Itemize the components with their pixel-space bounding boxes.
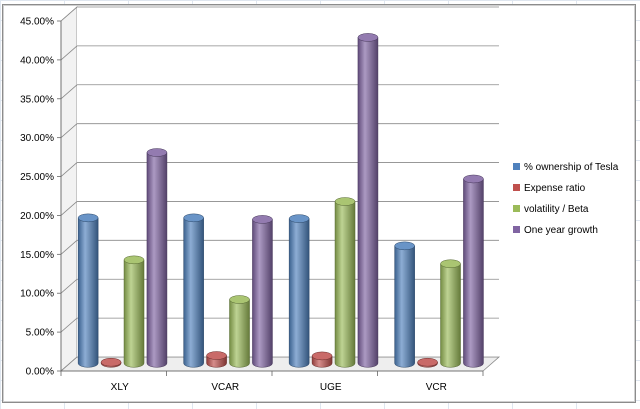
x-axis: XLY VCAR UGE VCR bbox=[60, 370, 484, 393]
bar[interactable] bbox=[252, 215, 273, 368]
y-tick-label: 40.00% bbox=[20, 55, 54, 66]
bar[interactable] bbox=[206, 351, 227, 368]
bar[interactable] bbox=[440, 259, 461, 368]
x-tick-label: VCAR bbox=[211, 382, 239, 393]
gridline bbox=[60, 6, 499, 22]
y-tick-label: 20.00% bbox=[20, 211, 54, 222]
bar[interactable] bbox=[357, 33, 379, 368]
y-tick-label: 45.00% bbox=[20, 17, 54, 28]
x-tick-label: UGE bbox=[320, 382, 342, 393]
back-wall bbox=[77, 7, 499, 357]
y-tick-label: 25.00% bbox=[20, 172, 54, 183]
y-tick-label: 10.00% bbox=[20, 289, 54, 300]
y-tick-label: 0.00% bbox=[26, 367, 54, 378]
y-tick-label: 35.00% bbox=[20, 94, 54, 105]
legend-swatch bbox=[513, 163, 520, 170]
bar[interactable] bbox=[417, 357, 438, 368]
chart-area[interactable]: 0.00% 5.00% 10.00% 15.00% 20.00% 25.00% 30.00%… bbox=[2, 4, 636, 403]
bar[interactable] bbox=[146, 148, 168, 368]
legend-label: One year growth bbox=[524, 225, 598, 236]
legend-item[interactable]: Expense ratio bbox=[513, 183, 586, 194]
bar[interactable] bbox=[123, 255, 145, 368]
side-wall bbox=[60, 6, 78, 372]
legend-label: volatility / Beta bbox=[524, 204, 589, 215]
legend-label: % ownership of Tesla bbox=[524, 162, 619, 173]
legend: % ownership of Tesla Expense ratio volatil… bbox=[513, 162, 619, 236]
plot-area-bars bbox=[77, 33, 484, 368]
legend-item[interactable]: One year growth bbox=[513, 225, 598, 236]
bar[interactable] bbox=[183, 213, 204, 368]
legend-item[interactable]: volatility / Beta bbox=[513, 204, 589, 215]
bar[interactable] bbox=[311, 351, 333, 368]
bar[interactable] bbox=[100, 357, 122, 368]
y-axis: 0.00% 5.00% 10.00% 15.00% 20.00% 25.00% 30.00%… bbox=[20, 17, 62, 378]
legend-item[interactable]: % ownership of Tesla bbox=[513, 162, 619, 173]
clustered-cylinder-chart[interactable]: 0.00% 5.00% 10.00% 15.00% 20.00% 25.00% 30.00%… bbox=[3, 5, 635, 402]
legend-swatch bbox=[513, 205, 520, 212]
bar[interactable] bbox=[334, 197, 356, 368]
legend-swatch bbox=[513, 184, 520, 191]
y-tick-label: 15.00% bbox=[20, 250, 54, 261]
x-tick-label: XLY bbox=[111, 382, 129, 393]
bar[interactable] bbox=[288, 214, 310, 368]
bar[interactable] bbox=[229, 295, 250, 368]
y-tick-label: 30.00% bbox=[20, 133, 54, 144]
bar[interactable] bbox=[463, 174, 484, 368]
legend-label: Expense ratio bbox=[524, 183, 586, 194]
x-tick-label: VCR bbox=[426, 382, 447, 393]
legend-swatch bbox=[513, 226, 520, 233]
bar[interactable] bbox=[77, 213, 99, 368]
bar[interactable] bbox=[394, 241, 415, 368]
y-tick-label: 5.00% bbox=[26, 328, 54, 339]
